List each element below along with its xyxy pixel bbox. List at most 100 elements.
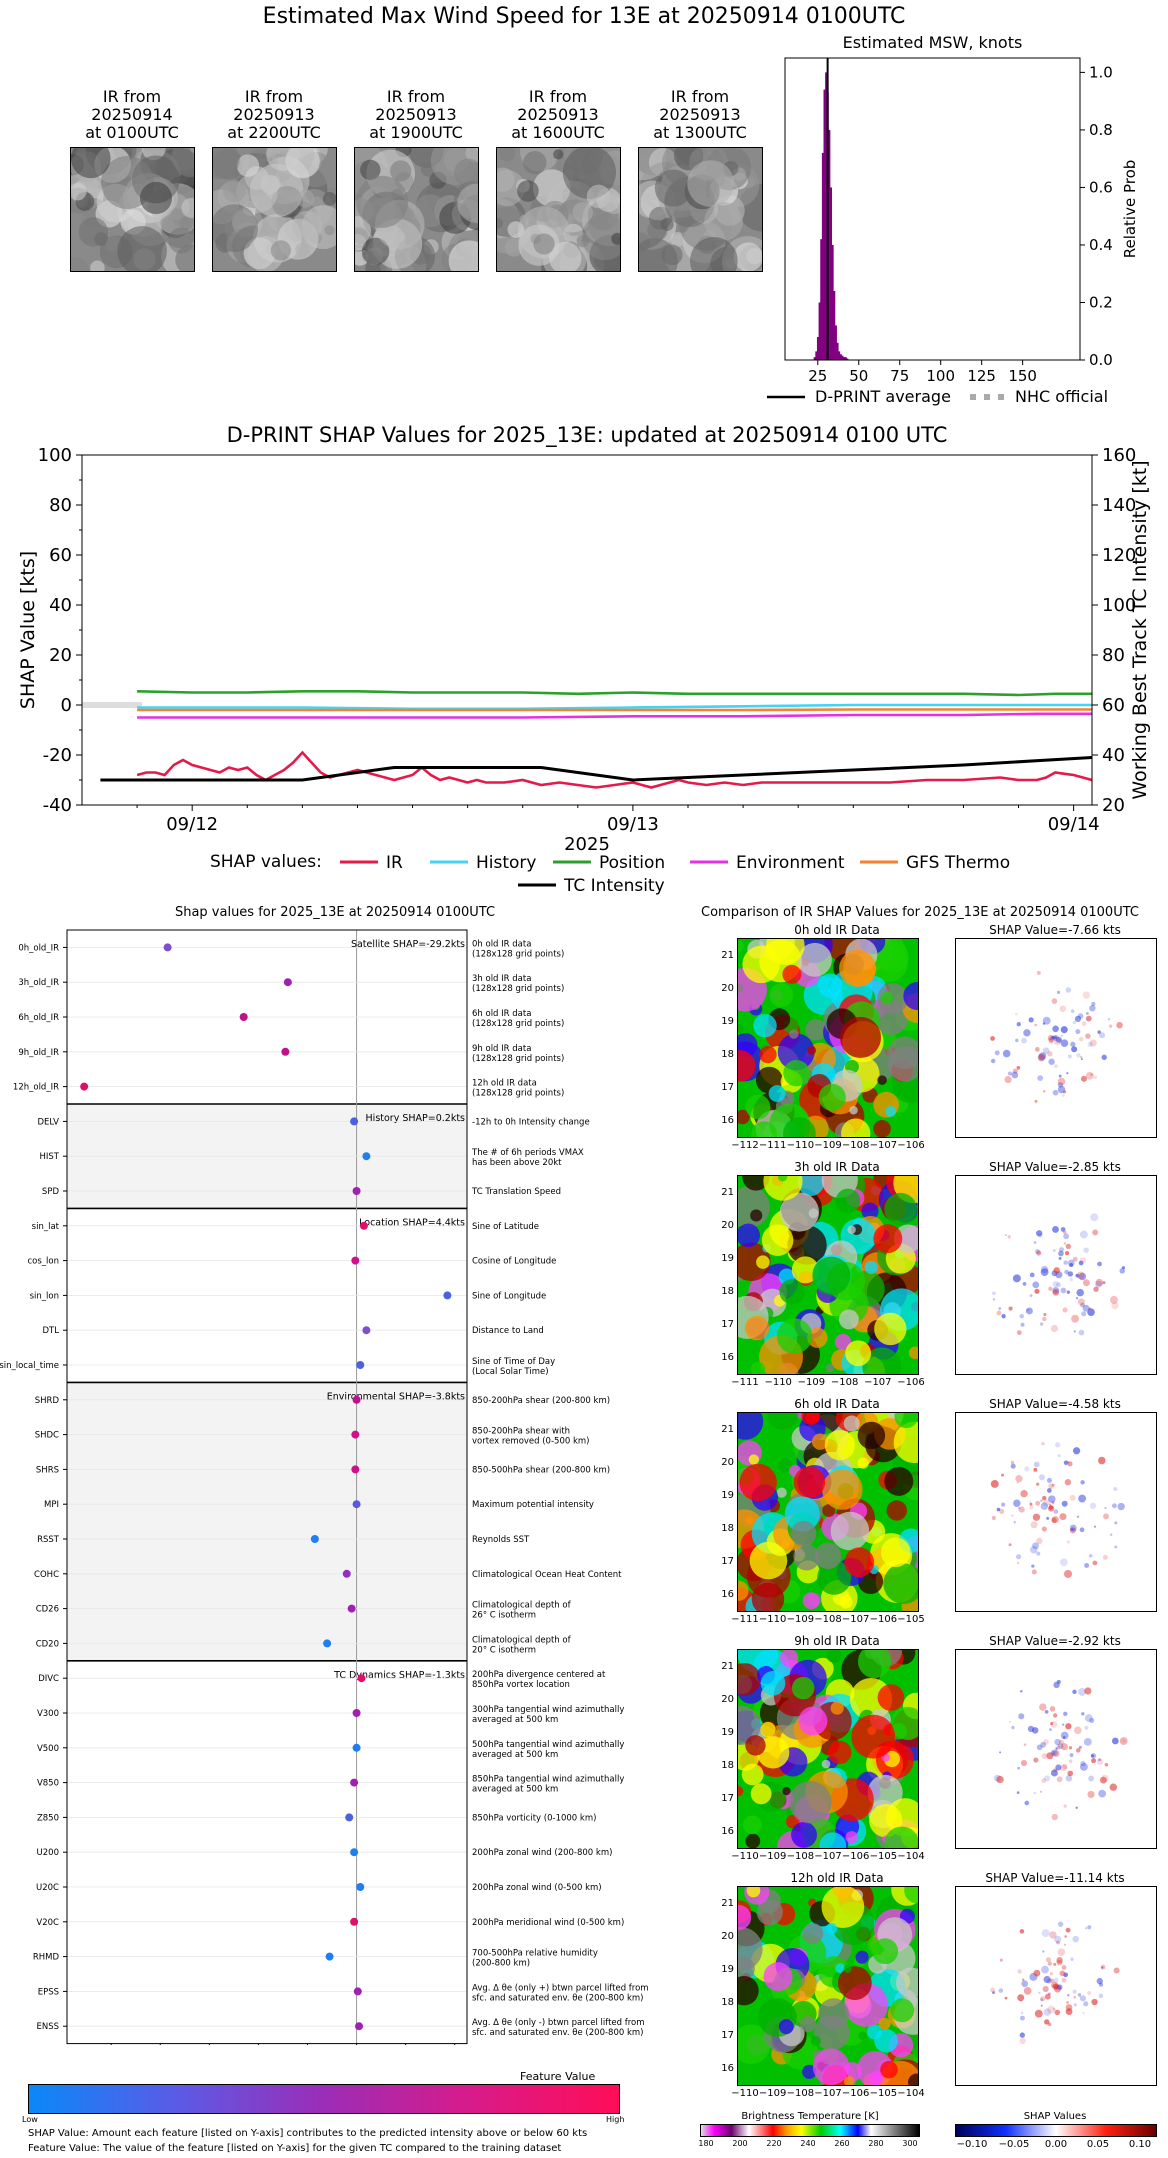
shap-blob [1121,1266,1126,1270]
shap-blob [1080,1302,1085,1308]
shap-blob [1054,2009,1061,2016]
shap-blob [1064,1269,1069,1275]
ir-blob [783,1117,816,1137]
bt-colorbar [700,2124,920,2137]
shap-blob [1054,1984,1058,1988]
shap-blob [1047,2005,1055,2014]
ir-thumbnail-label: IR from 20250913 at 1600UTC [486,88,630,142]
shap-blob [1052,1035,1057,1040]
feature-dot [350,1848,359,1857]
shap-blob [1079,1527,1085,1533]
shap-blob [1081,1712,1085,1716]
ir-blob [819,1832,847,1848]
shap-blob [1090,1213,1099,1222]
ir-blob [797,942,832,977]
histogram-bar [820,239,823,360]
shap-blob [1033,1241,1037,1244]
shap-blob [990,1058,996,1064]
shap-blob [1063,1460,1069,1466]
ir-blob [742,1815,762,1835]
shap-blob [1041,1929,1050,1938]
shap-image [955,1886,1157,2086]
feature-dot [342,1569,351,1578]
shap-blob [1083,1738,1092,1746]
feature-desc: Cosine of Longitude [472,1257,556,1267]
shap-blob [1095,1278,1104,1287]
ir-blob [738,1050,756,1082]
shap-blob [1016,1791,1020,1794]
footnote-shap: SHAP Value: Amount each feature [listed … [28,2128,588,2139]
ir-blob [839,1016,882,1058]
ir-blob [858,2031,867,2040]
shap-blob [1048,1286,1053,1291]
ir-thumbnail-texture [497,148,620,271]
shap-blob [1099,1776,1107,1784]
feature-dot [356,1883,365,1891]
feature-dot [350,1117,359,1126]
feature-shap-title: Shap values for 2025_13E at 20250914 010… [174,905,496,920]
ir-thumbnail-label-line: at 1600UTC [511,123,605,142]
shap-blob [1004,1234,1008,1237]
shap-blob [1048,1505,1054,1510]
shap-blob [1056,1282,1061,1288]
shap-blob [1029,1505,1034,1510]
shap-blob [1034,1288,1040,1294]
ir-blob [765,939,805,965]
shap-blob [1097,1030,1101,1034]
histogram-bar [846,358,849,360]
shap-blob [1032,1513,1041,1521]
feature-shap-chart: Satellite SHAP=-29.2kts 0h_old_IR 0h old I… [0,929,649,2045]
feature-name: sin_lon [30,1291,59,1301]
shap-blob [1063,1260,1068,1265]
shap-blob [1036,1482,1040,1486]
cloud-blob [689,237,738,271]
ir-blob [837,1966,872,2000]
shap-blob [1076,1053,1081,1058]
shap-blob [1083,2001,1089,2007]
ir-blob [776,1487,787,1498]
ir-panel-title: 3h old IR Data [794,1160,880,1174]
ir-y-tick-label: 18 [721,1760,734,1771]
feature-dot [239,1013,248,1021]
ir-y-tick-label: 16 [721,1826,734,1837]
ir-image [737,1175,919,1375]
shap-blob [1029,1502,1033,1506]
shap-blob [1069,1262,1074,1267]
feature-dot [356,1361,365,1369]
ir-y-tick-label: 21 [721,1898,734,1909]
shap-blob [1088,1553,1093,1558]
shap-blob [1066,1072,1069,1075]
histogram-bar [831,244,834,360]
shap-blob [1015,1012,1018,1016]
shap-blob [1035,1500,1041,1506]
ir-blob [797,1176,825,1196]
shap-blob [1020,1489,1028,1498]
shap-blob [1056,1940,1060,1945]
shap-blob [1079,1762,1088,1771]
shap-blob [1087,1790,1095,1799]
legend-label: TC Intensity [563,876,665,895]
ir-image [737,1886,919,2086]
shap-blob [1109,1295,1118,1304]
shap-blob [1055,1442,1061,1448]
ir-x-tick-label: −107 [864,1377,892,1388]
ir-blob [742,1176,770,1191]
shap-blob [1052,2007,1056,2011]
feature-desc: Sine of Latitude [472,1222,539,1232]
shap-blob [1098,1993,1104,1999]
shap-blob [1058,1250,1064,1257]
shap-blob [996,1507,1001,1512]
shap-blob [1097,1261,1102,1267]
y-left-tick-label: 60 [49,545,72,566]
ir-blob [748,1454,760,1465]
ir-blob [824,1430,855,1461]
shap-blob [1076,1271,1085,1280]
shap-image [955,1175,1157,1375]
x-tick-label: 09/14 [1048,814,1100,835]
ir-x-tick-label: −109 [814,1140,842,1151]
feature-desc: 26° C isotherm [472,1611,536,1621]
cloud-blob [71,148,111,179]
histogram-frame [784,57,1081,361]
cloud-blob [78,217,109,247]
series-line-history [137,703,1092,711]
